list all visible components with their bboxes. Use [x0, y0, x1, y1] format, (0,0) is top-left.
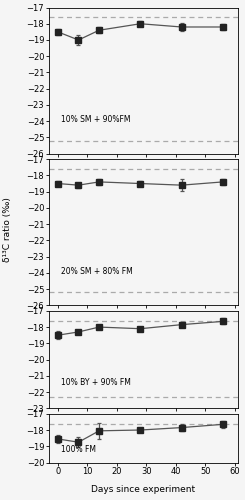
Text: δ¹³C ratio (‰): δ¹³C ratio (‰): [3, 198, 12, 262]
Text: 10% BY + 90% FM: 10% BY + 90% FM: [61, 378, 131, 387]
Text: 10% SM + 90%FM: 10% SM + 90%FM: [61, 116, 130, 124]
Text: 20% SM + 80% FM: 20% SM + 80% FM: [61, 267, 133, 276]
Text: 100% FM: 100% FM: [61, 444, 96, 454]
Text: Days since experiment: Days since experiment: [91, 485, 196, 494]
